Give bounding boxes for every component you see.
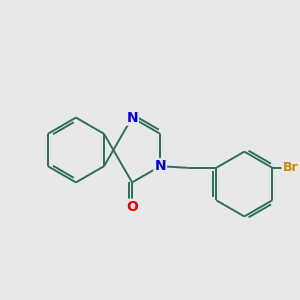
Text: O: O [126, 200, 138, 214]
Text: N: N [154, 159, 166, 173]
Text: N: N [126, 111, 138, 124]
Text: Br: Br [282, 161, 298, 174]
